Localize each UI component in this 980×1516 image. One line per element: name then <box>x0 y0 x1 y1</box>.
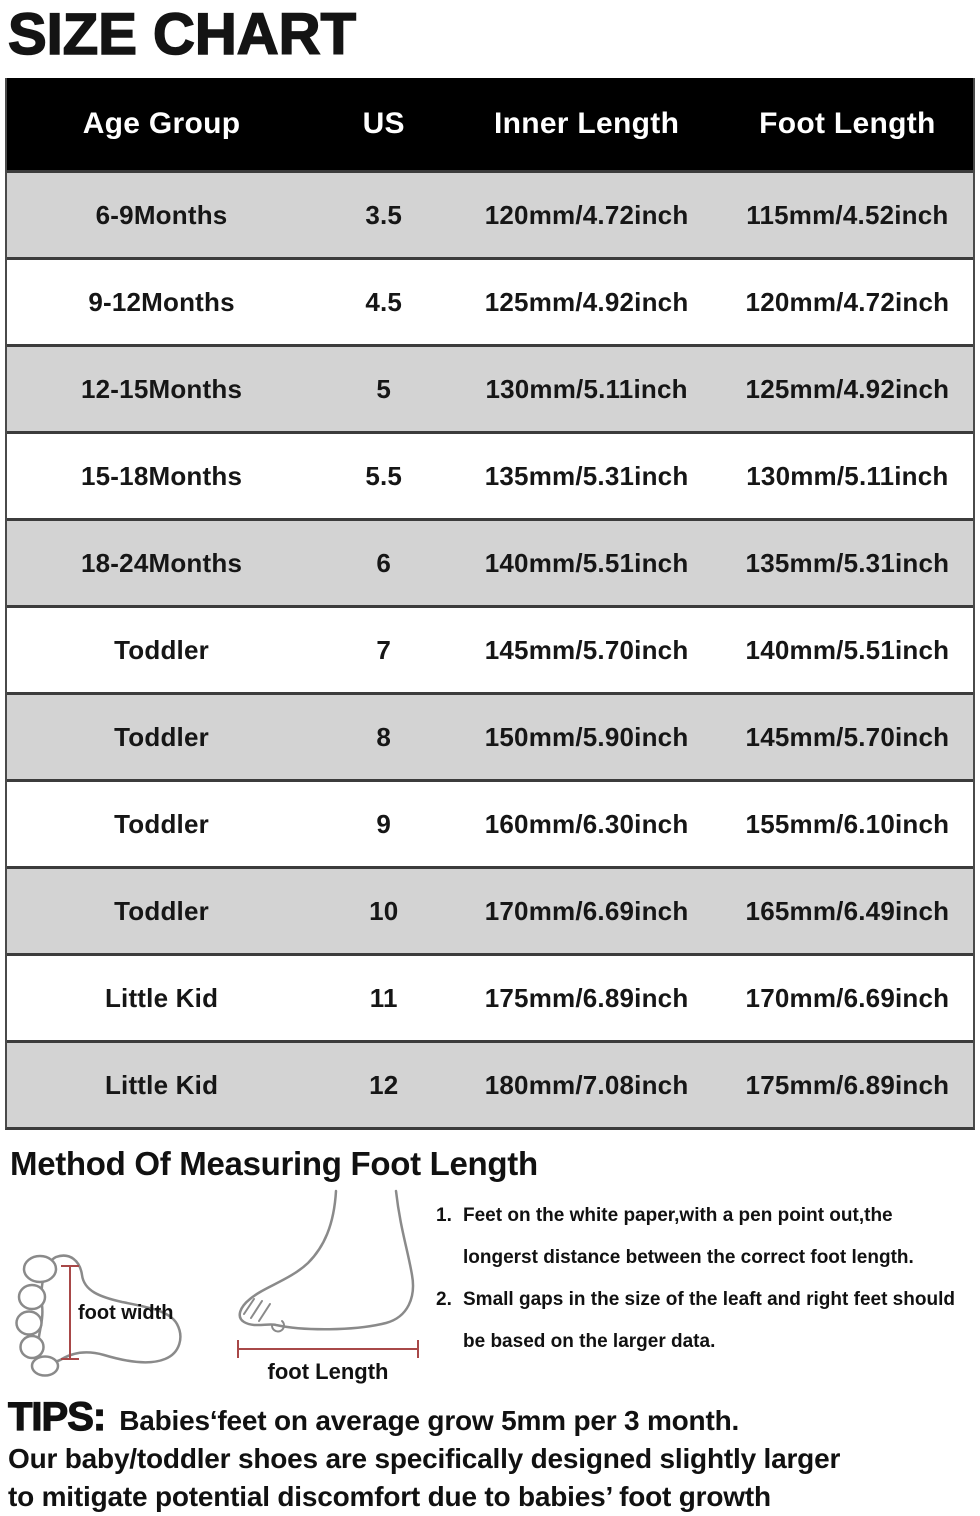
cell-age-group: 18-24Months <box>80 547 243 578</box>
cell-age-group: Little Kid <box>104 982 219 1013</box>
cell-inner-length: 125mm/4.92inch <box>484 286 689 317</box>
page-title: SIZE CHART <box>7 1 357 68</box>
cell-inner-length: 135mm/5.31inch <box>484 460 689 491</box>
table-row: 18-24Months 6 140mm/5.51inch 135mm/5.31i… <box>7 518 973 605</box>
size-chart-table: Age Group US Inner Length Foot Length 6-… <box>5 78 975 1130</box>
cell-us-size: 4.5 <box>365 286 403 317</box>
cell-us-size: 7 <box>376 634 392 665</box>
instruction-item: 1. Feet on the white paper,with a pen po… <box>436 1195 966 1279</box>
cell-us-size: 5.5 <box>365 460 403 491</box>
foot-width-label: foot width <box>78 1302 174 1324</box>
cell-foot-length: 115mm/4.52inch <box>746 199 949 230</box>
cell-age-group: Toddler <box>114 895 209 926</box>
cell-age-group: Little Kid <box>104 1069 219 1100</box>
foot-top-view-diagram: foot width <box>15 1254 182 1377</box>
cell-us-size: 8 <box>376 721 392 752</box>
cell-foot-length: 120mm/4.72inch <box>745 286 950 317</box>
cell-inner-length: 175mm/6.89inch <box>484 982 689 1013</box>
table-row: Little Kid 11 175mm/6.89inch 170mm/6.69i… <box>7 953 973 1040</box>
cell-age-group: Toddler <box>114 721 209 752</box>
cell-us-size: 5 <box>376 373 392 404</box>
instruction-item: 2. Small gaps in the size of the leaft a… <box>436 1279 966 1363</box>
cell-us-size: 3.5 <box>365 199 403 230</box>
toe <box>30 1355 60 1377</box>
cell-age-group: 6-9Months <box>95 199 228 230</box>
instruction-list: 1. Feet on the white paper,with a pen po… <box>436 1195 966 1363</box>
cell-us-size: 10 <box>369 895 399 926</box>
cell-inner-length: 130mm/5.11inch <box>485 373 688 404</box>
cell-age-group: 12-15Months <box>80 373 243 404</box>
cell-inner-length: 160mm/6.30inch <box>484 808 689 839</box>
table-row: Toddler 8 150mm/5.90inch 145mm/5.70inch <box>7 692 973 779</box>
instruction-number: 2. <box>436 1289 452 1310</box>
big-toe <box>22 1254 58 1284</box>
foot-side-view-diagram: foot Length <box>237 1189 419 1384</box>
cell-inner-length: 150mm/5.90inch <box>484 721 689 752</box>
header-age-group: Age Group <box>82 107 241 140</box>
instruction-text: Small gaps in the size of the leaft and … <box>463 1289 955 1352</box>
measuring-diagram-section: foot width foot Length 1. Feet on the wh… <box>0 1187 980 1387</box>
tips-body-line: Our baby/toddler shoes are specifically … <box>8 1443 841 1474</box>
cell-age-group: 15-18Months <box>80 460 243 491</box>
cell-age-group: Toddler <box>114 634 209 665</box>
cell-inner-length: 170mm/6.69inch <box>484 895 689 926</box>
tips-section: TIPS: Babies‘feet on average grow 5mm pe… <box>7 1394 970 1516</box>
tips-body-line: to mitigate potential discomfort due to … <box>8 1481 771 1512</box>
foot-length-measure-line <box>237 1340 419 1358</box>
cell-inner-length: 140mm/5.51inch <box>484 547 689 578</box>
cell-foot-length: 140mm/5.51inch <box>745 634 950 665</box>
cell-foot-length: 165mm/6.49inch <box>745 895 950 926</box>
cell-foot-length: 170mm/6.69inch <box>745 982 950 1013</box>
method-heading: Method Of Measuring Foot Length <box>10 1145 538 1182</box>
toe <box>17 1283 47 1311</box>
cell-inner-length: 120mm/4.72inch <box>484 199 689 230</box>
instruction-text: Feet on the white paper,with a pen point… <box>463 1205 914 1268</box>
cell-us-size: 12 <box>369 1069 399 1100</box>
cell-age-group: Toddler <box>114 808 209 839</box>
foot-width-measure-line <box>61 1265 79 1360</box>
tips-label: TIPS: <box>7 1394 106 1439</box>
cell-inner-length: 180mm/7.08inch <box>484 1069 689 1100</box>
table-row: 15-18Months 5.5 135mm/5.31inch 130mm/5.1… <box>7 431 973 518</box>
table-row: Toddler 9 160mm/6.30inch 155mm/6.10inch <box>7 779 973 866</box>
foot-outline <box>238 1189 415 1331</box>
cell-foot-length: 130mm/5.11inch <box>746 460 949 491</box>
table-row: 9-12Months 4.5 125mm/4.92inch 120mm/4.72… <box>7 257 973 344</box>
foot-length-label: foot Length <box>268 1359 389 1384</box>
table-header-row: Age Group US Inner Length Foot Length <box>7 78 973 170</box>
tips-heading-line: TIPS: Babies‘feet on average grow 5mm pe… <box>7 1394 970 1440</box>
tips-first-line: Babies‘feet on average grow 5mm per 3 mo… <box>119 1405 740 1436</box>
table-row: Toddler 7 145mm/5.70inch 140mm/5.51inch <box>7 605 973 692</box>
toe-hatching <box>243 1298 285 1333</box>
header-inner-length: Inner Length <box>493 107 680 140</box>
cell-us-size: 11 <box>369 982 398 1013</box>
toe <box>15 1310 43 1336</box>
header-foot-length: Foot Length <box>759 107 936 140</box>
cell-foot-length: 135mm/5.31inch <box>745 547 950 578</box>
cell-foot-length: 155mm/6.10inch <box>745 808 950 839</box>
cell-foot-length: 125mm/4.92inch <box>745 373 950 404</box>
cell-foot-length: 175mm/6.89inch <box>745 1069 950 1100</box>
table-row: Little Kid 12 180mm/7.08inch 175mm/6.89i… <box>7 1040 973 1127</box>
cell-inner-length: 145mm/5.70inch <box>484 634 689 665</box>
cell-us-size: 6 <box>376 547 392 578</box>
table-row: Toddler 10 170mm/6.69inch 165mm/6.49inch <box>7 866 973 953</box>
header-us-size: US <box>362 107 405 140</box>
cell-age-group: 9-12Months <box>88 286 235 317</box>
toe <box>19 1334 45 1360</box>
instruction-number: 1. <box>436 1205 452 1226</box>
cell-us-size: 9 <box>376 808 392 839</box>
table-row: 6-9Months 3.5 120mm/4.72inch 115mm/4.52i… <box>7 170 973 257</box>
cell-foot-length: 145mm/5.70inch <box>745 721 950 752</box>
table-row: 12-15Months 5 130mm/5.11inch 125mm/4.92i… <box>7 344 973 431</box>
